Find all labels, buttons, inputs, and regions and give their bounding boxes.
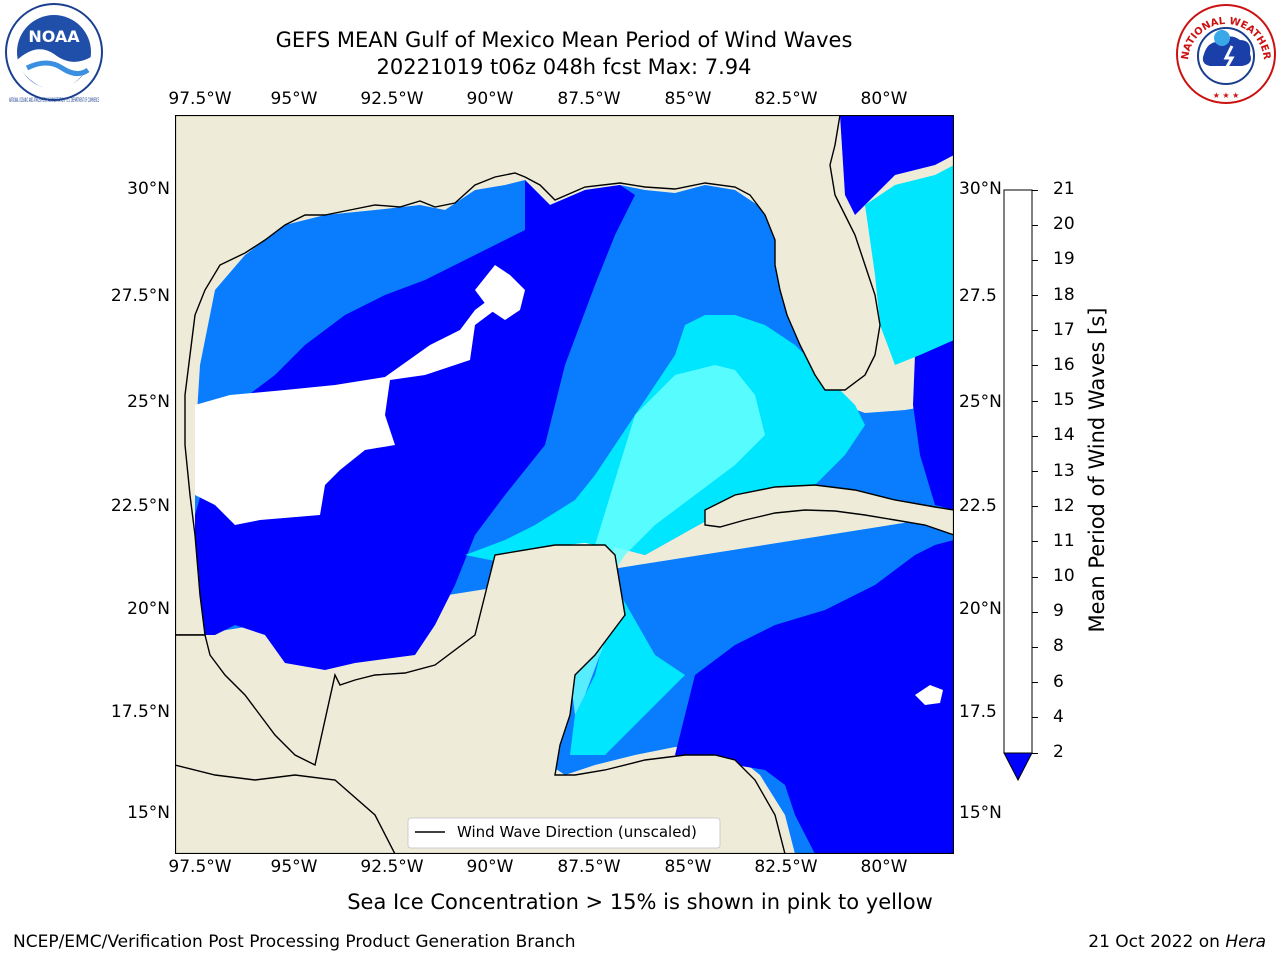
colorbar-label: Mean Period of Wind Waves [s] [1085, 307, 1109, 633]
map-title: GEFS MEAN Gulf of Mexico Mean Period of … [275, 28, 853, 52]
colorbar-tick [1032, 541, 1038, 543]
lat-label-right: 20°N [959, 599, 1002, 619]
noaa-ring-text: NATIONAL OCEANIC AND ATMOSPHERIC ADMINIS… [9, 97, 99, 104]
lon-label-top: 82.5°W [754, 89, 818, 109]
noaa-logo-text: NOAA [28, 27, 80, 46]
colorbar-tick [1032, 330, 1038, 332]
lon-label-bot: 92.5°W [360, 857, 424, 877]
land-north-us [175, 115, 954, 636]
colorbar-tick [1032, 295, 1038, 297]
colorbar-tick-label: 18 [1053, 284, 1075, 305]
lon-label-bot: 90°W [466, 857, 514, 877]
vector-legend-label: Wind Wave Direction (unscaled) [457, 823, 697, 841]
org-credit: NCEP/EMC/Verification Post Processing Pr… [13, 932, 576, 952]
colorbar-tick-label: 14 [1053, 425, 1075, 446]
colorbar-tick [1032, 646, 1038, 648]
lon-label-bot: 82.5°W [754, 857, 818, 877]
lat-label-left: 15°N [127, 803, 170, 823]
colorbar-tick-label: 12 [1053, 495, 1075, 516]
lon-label-top: 92.5°W [360, 89, 424, 109]
colorbar-tick-label: 21 [1053, 179, 1075, 199]
run-date-text: 21 Oct 2022 on [1088, 932, 1220, 952]
colorbar-tick [1032, 717, 1038, 719]
lon-label-top: 85°W [664, 89, 712, 109]
colorbar-tick-label: 2 [1053, 742, 1064, 762]
lat-label-left: 22.5°N [110, 496, 170, 516]
cyan-central-band [465, 315, 865, 755]
run-machine: Hera [1225, 932, 1266, 952]
lat-label-right: 25°N [959, 392, 1002, 412]
nodata-shelf-west [195, 295, 495, 525]
lightcyan-central [570, 365, 765, 715]
nws-logo: NATIONAL WEATHER SERVICE ★ ★ ★ [1170, 0, 1278, 106]
deep-blue-caribbean [675, 540, 954, 854]
deep-blue-florida-east [840, 115, 954, 215]
lat-label-left: 30°N [127, 179, 170, 199]
nodata-shelf-north [475, 265, 525, 320]
land-central-america [175, 764, 396, 854]
lat-label-right: 27.5 [959, 286, 997, 306]
land-mexico-yucatan [175, 544, 786, 854]
colorbar-tick-label: 9 [1053, 601, 1064, 622]
deep-blue-west [195, 180, 635, 670]
noaa-logo: NOAA NATIONAL OCEANIC AND ATMOSPHERIC AD… [2, 2, 106, 106]
colorbar-tick [1032, 365, 1038, 367]
colorbar-tick-label: 10 [1053, 566, 1075, 587]
lon-label-top: 87.5°W [557, 89, 621, 109]
colorbar-tick [1032, 576, 1038, 578]
colorbar-tick-label: 16 [1053, 354, 1075, 375]
lat-label-left: 25°N [127, 392, 170, 412]
colorbar-tick [1032, 259, 1038, 261]
colorbar-tick [1032, 224, 1038, 226]
nws-stars: ★ ★ ★ [1213, 91, 1240, 100]
colorbar-tick-label: 6 [1053, 671, 1064, 692]
lon-label-bot: 95°W [270, 857, 318, 877]
lat-label-left: 27.5°N [110, 286, 170, 306]
lon-label-bot: 87.5°W [557, 857, 621, 877]
lat-label-right: 15°N [959, 803, 1002, 823]
colorbar-tick-label: 13 [1053, 460, 1075, 481]
colorbar-tick-label: 17 [1053, 319, 1075, 340]
lon-label-bot: 85°W [664, 857, 712, 877]
colorbar-tick [1032, 506, 1038, 508]
colorbar-tick-label: 8 [1053, 636, 1064, 657]
colorbar-tick-label: 11 [1053, 530, 1075, 551]
lat-label-left: 20°N [127, 599, 170, 619]
colorbar-tick [1032, 435, 1038, 437]
lat-label-left: 17.5°N [110, 702, 170, 722]
colorbar-tick [1032, 682, 1038, 684]
gulf-of-mexico-map: Wind Wave Direction (unscaled) [175, 115, 954, 854]
colorbar-tick [1032, 189, 1038, 191]
lat-label-right: 22.5 [959, 496, 997, 516]
lon-label-top: 97.5°W [168, 89, 232, 109]
lat-label-right: 17.5 [959, 702, 997, 722]
sea-ice-note: Sea Ice Concentration > 15% is shown in … [347, 890, 933, 914]
vector-legend: Wind Wave Direction (unscaled) [407, 817, 721, 849]
cyan-florida-east [865, 165, 954, 365]
colorbar-tick [1032, 752, 1038, 754]
run-date: 21 Oct 2022 on Hera [1088, 932, 1266, 952]
land-cuba [704, 484, 954, 536]
nodata-cayman [915, 685, 943, 705]
colorbar-tick [1032, 611, 1038, 613]
colorbar-tick [1032, 400, 1038, 402]
lat-label-right: 30°N [959, 179, 1002, 199]
map-frame [175, 115, 954, 854]
colorbar-tick-label: 4 [1053, 706, 1064, 727]
map-subtitle: 20221019 t06z 048h fcst Max: 7.94 [376, 55, 752, 79]
lon-label-top: 90°W [466, 89, 514, 109]
lon-label-bot: 80°W [860, 857, 908, 877]
lon-label-bot: 97.5°W [168, 857, 232, 877]
colorbar-under-triangle [1003, 752, 1033, 782]
lon-label-top: 95°W [270, 89, 318, 109]
colorbar-tick-label: 15 [1053, 390, 1075, 411]
colorbar-tick [1032, 471, 1038, 472]
colorbar-tick-label: 20 [1053, 214, 1075, 235]
deep-blue-bahamas [913, 340, 954, 510]
lon-label-top: 80°W [860, 89, 908, 109]
colorbar-tick-label: 19 [1053, 249, 1075, 270]
colorbar [1003, 189, 1033, 782]
